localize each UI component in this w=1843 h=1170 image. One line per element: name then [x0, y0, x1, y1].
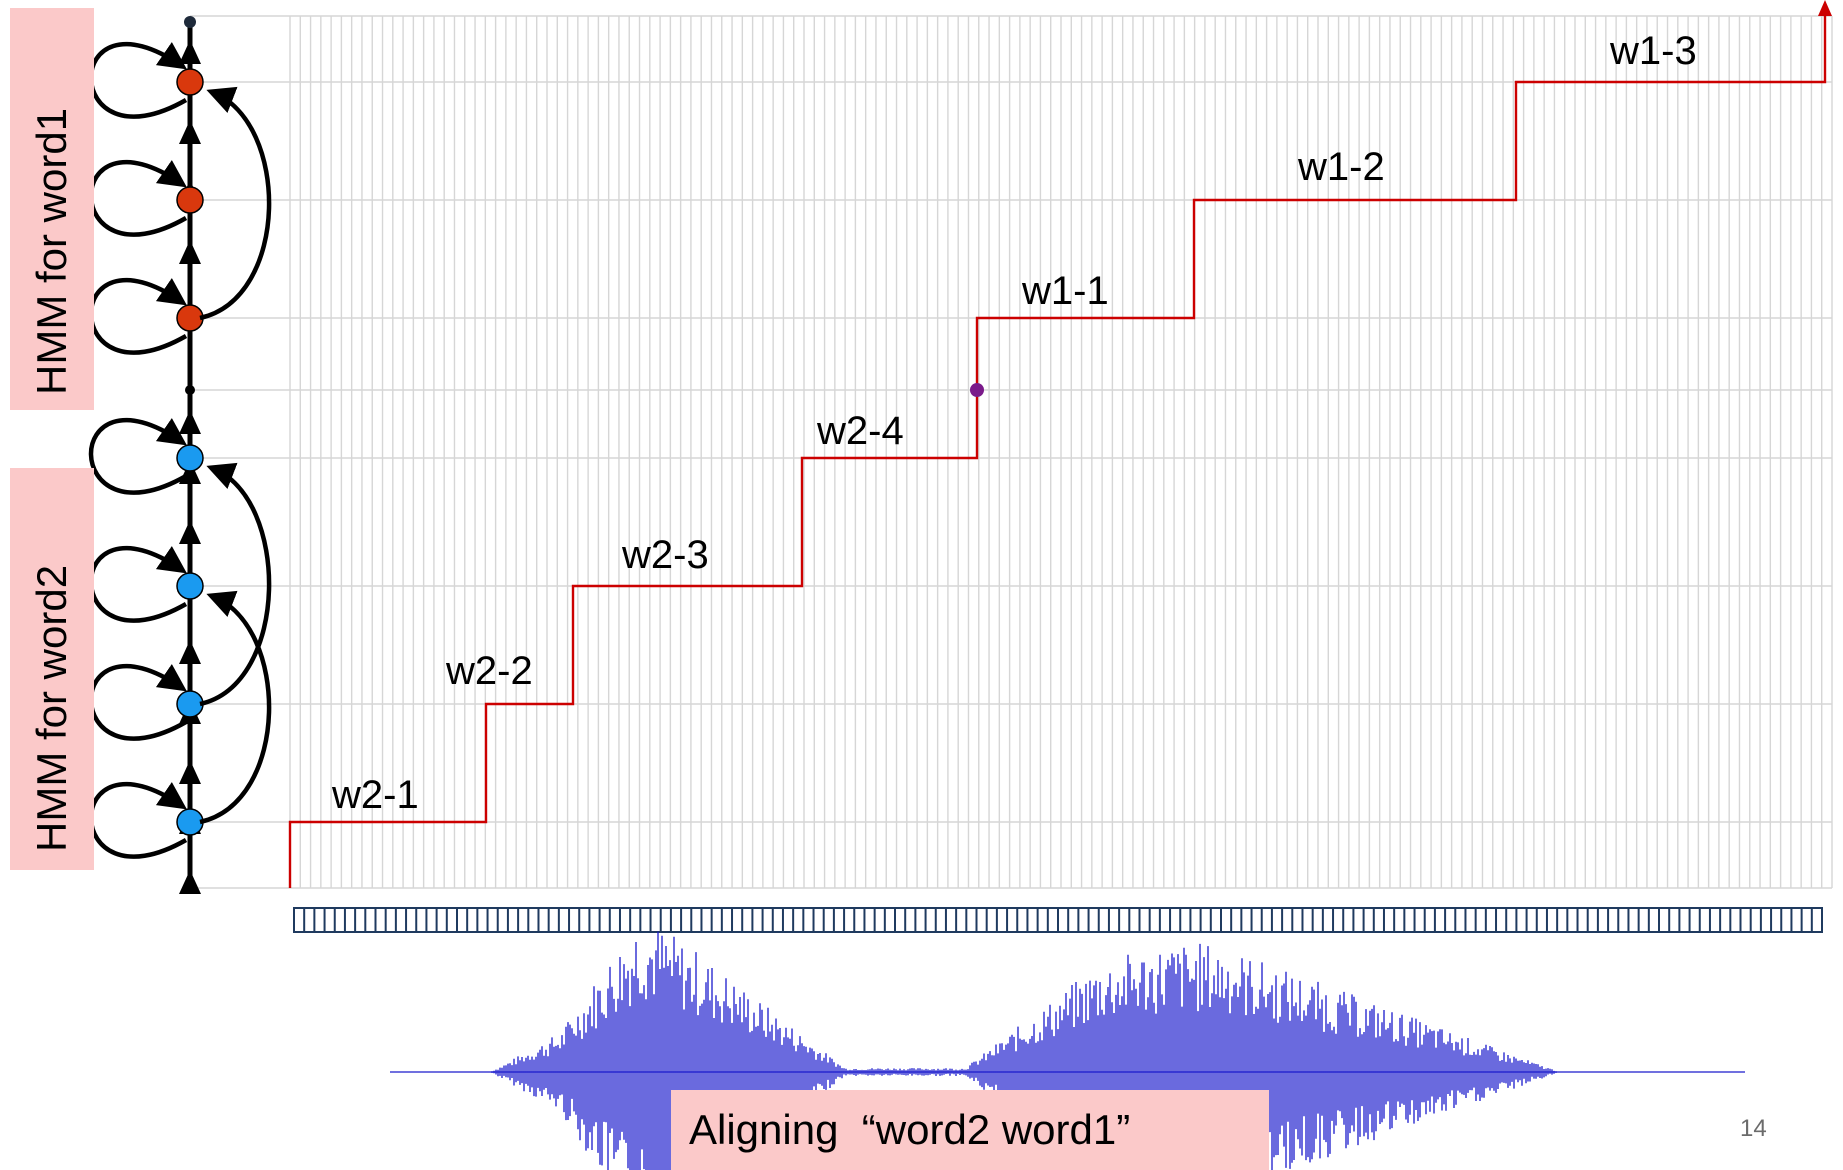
hmm-state-chain: [91, 16, 269, 894]
segment-label-w1-3: w1-3: [1609, 29, 1697, 73]
word2-state-1-node: [177, 809, 203, 835]
hmm-word1-label: HMM for word1: [28, 108, 76, 395]
trellis-grid: [190, 16, 1832, 888]
word1-state-2-node: [177, 187, 203, 213]
segment-label-w2-3: w2-3: [621, 533, 709, 577]
alignment-caption: Aligning “word2 word1”: [671, 1090, 1269, 1170]
word2-state-2-node: [177, 691, 203, 717]
page-number: 14: [1740, 1115, 1767, 1143]
word2-state-4-node: [177, 445, 203, 471]
word2-state-3-node: [177, 573, 203, 599]
word1-state-1-node: [177, 305, 203, 331]
segment-label-w2-1: w2-1: [331, 773, 419, 817]
hmm-word2-label: HMM for word2: [28, 565, 76, 852]
alignment-path: [290, 14, 1825, 888]
segment-labels: w2-1 w2-2 w2-3 w2-4 w1-1 w1-2 w1-3: [331, 29, 1697, 817]
segment-label-w2-4: w2-4: [816, 409, 904, 453]
segment-label-w1-2: w1-2: [1297, 145, 1385, 189]
frame-bar: [294, 908, 1822, 932]
segment-label-w1-1: w1-1: [1021, 269, 1109, 313]
word1-state-3-node: [177, 69, 203, 95]
segment-label-w2-2: w2-2: [445, 649, 533, 693]
